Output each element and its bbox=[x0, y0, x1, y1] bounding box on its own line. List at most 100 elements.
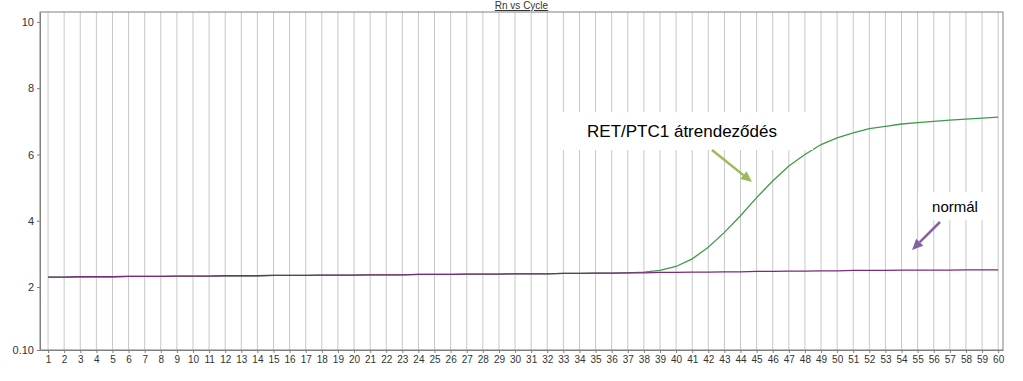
tick-label: 16 bbox=[285, 354, 297, 365]
tick-mark bbox=[37, 350, 40, 351]
tick: 26 bbox=[446, 350, 458, 365]
grid-line bbox=[337, 12, 338, 350]
tick-label: 59 bbox=[977, 354, 989, 365]
tick-mark bbox=[563, 350, 564, 353]
tick-label: 3 bbox=[78, 354, 84, 365]
grid-line bbox=[788, 12, 789, 350]
grid-line bbox=[466, 12, 467, 350]
tick-mark bbox=[354, 350, 355, 353]
tick-mark bbox=[596, 350, 597, 353]
grid-line bbox=[708, 12, 709, 350]
grid-line bbox=[531, 12, 532, 350]
tick-label: 17 bbox=[301, 354, 313, 365]
tick: 50 bbox=[832, 350, 844, 365]
grid-line bbox=[112, 12, 113, 350]
tick: 40 bbox=[671, 350, 683, 365]
tick-mark bbox=[612, 350, 613, 353]
tick-label: 25 bbox=[429, 354, 441, 365]
tick-label: 42 bbox=[703, 354, 715, 365]
tick: 37 bbox=[623, 350, 635, 365]
tick: 49 bbox=[816, 350, 828, 365]
annotation-arrow bbox=[920, 222, 940, 242]
tick: 9 bbox=[175, 350, 181, 365]
tick-label: 26 bbox=[446, 354, 458, 365]
tick: 46 bbox=[768, 350, 780, 365]
tick-label: 47 bbox=[784, 354, 796, 365]
tick-mark bbox=[64, 350, 65, 353]
tick-mark bbox=[547, 350, 548, 353]
tick: 45 bbox=[752, 350, 764, 365]
tick-label: 58 bbox=[961, 354, 973, 365]
grid-line bbox=[692, 12, 693, 350]
tick: 56 bbox=[929, 350, 941, 365]
tick-label: 40 bbox=[671, 354, 683, 365]
tick-label: 60 bbox=[993, 354, 1005, 365]
tick-mark bbox=[934, 350, 935, 353]
tick-mark bbox=[241, 350, 242, 353]
tick: 10 bbox=[22, 16, 40, 28]
annotation-box bbox=[918, 192, 992, 220]
grid-line bbox=[289, 12, 290, 350]
tick-mark bbox=[837, 350, 838, 353]
x-axis: 1234567891011121314151617181920212223242… bbox=[41, 350, 1005, 365]
grid-line bbox=[144, 12, 145, 350]
tick: 1 bbox=[46, 350, 52, 365]
grid-line bbox=[192, 12, 193, 350]
tick-mark bbox=[805, 350, 806, 353]
tick-mark bbox=[177, 350, 178, 353]
grid-line bbox=[659, 12, 660, 350]
tick: 8 bbox=[28, 82, 40, 94]
tick-label: 30 bbox=[510, 354, 522, 365]
tick-mark bbox=[322, 350, 323, 353]
tick: 59 bbox=[977, 350, 989, 365]
tick-mark bbox=[966, 350, 967, 353]
data-line bbox=[48, 117, 998, 277]
annotation-arrow bbox=[712, 150, 743, 175]
tick-label: 8 bbox=[28, 82, 34, 94]
tick-mark bbox=[789, 350, 790, 353]
tick-label: 4 bbox=[28, 215, 34, 227]
tick: 47 bbox=[784, 350, 796, 365]
tick-mark bbox=[885, 350, 886, 353]
tick-label: 10 bbox=[22, 16, 34, 28]
tick-label: 27 bbox=[462, 354, 474, 365]
tick-mark bbox=[338, 350, 339, 353]
tick: 43 bbox=[719, 350, 731, 365]
grid-line bbox=[386, 12, 387, 350]
tick-label: 8 bbox=[158, 354, 164, 365]
tick-label: 21 bbox=[365, 354, 377, 365]
tick-mark bbox=[161, 350, 162, 353]
tick-label: 49 bbox=[816, 354, 828, 365]
tick: 36 bbox=[607, 350, 619, 365]
grid-line bbox=[547, 12, 548, 350]
tick-label: 22 bbox=[381, 354, 393, 365]
grid-line bbox=[498, 12, 499, 350]
grid-line bbox=[563, 12, 564, 350]
tick-label: 6 bbox=[28, 149, 34, 161]
tick-mark bbox=[402, 350, 403, 353]
tick: 2 bbox=[28, 281, 40, 293]
grid-line bbox=[949, 12, 950, 350]
tick-label: 54 bbox=[896, 354, 908, 365]
annotation-arrowhead bbox=[740, 171, 752, 182]
tick: 34 bbox=[574, 350, 586, 365]
tick-mark bbox=[96, 350, 97, 353]
tick-mark bbox=[467, 350, 468, 353]
tick: 38 bbox=[639, 350, 651, 365]
tick-label: 12 bbox=[220, 354, 232, 365]
tick-mark bbox=[483, 350, 484, 353]
tick: 48 bbox=[800, 350, 812, 365]
tick: 41 bbox=[687, 350, 699, 365]
tick-label: 18 bbox=[317, 354, 329, 365]
tick-mark bbox=[692, 350, 693, 353]
tick-label: 31 bbox=[526, 354, 538, 365]
grid-line bbox=[257, 12, 258, 350]
tick-mark bbox=[129, 350, 130, 353]
tick-mark bbox=[451, 350, 452, 353]
grid-line bbox=[982, 12, 983, 350]
tick: 17 bbox=[301, 350, 313, 365]
tick: 44 bbox=[735, 350, 747, 365]
tick-mark bbox=[112, 350, 113, 353]
annotation: RET/PTC1 átrendeződés bbox=[551, 112, 813, 182]
tick-mark bbox=[821, 350, 822, 353]
